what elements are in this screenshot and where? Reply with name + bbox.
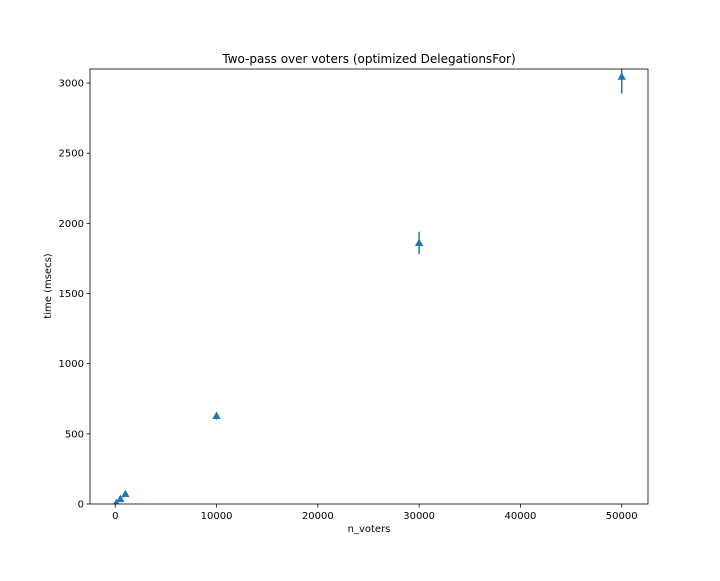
y-axis-label: time (msecs) [43, 253, 54, 318]
x-tick-label: 40000 [505, 511, 537, 522]
x-tick-label: 50000 [606, 511, 638, 522]
data-point [212, 411, 221, 420]
y-tick-label: 2000 [59, 219, 84, 230]
y-tick-label: 0 [78, 500, 84, 511]
data-points [113, 69, 626, 504]
y-tick-label: 1500 [59, 289, 84, 300]
plot-frame [89, 68, 649, 505]
y-tick-label: 500 [65, 429, 84, 440]
data-point [116, 494, 125, 503]
y-tick-label: 3000 [59, 79, 84, 90]
y-tick-label: 2500 [59, 149, 84, 160]
data-point [121, 489, 130, 498]
data-point [414, 238, 424, 246]
x-tick-label: 20000 [302, 511, 334, 522]
x-tick-label: 0 [112, 511, 118, 522]
chart-title: Two-pass over voters (optimized Delegati… [221, 52, 515, 66]
data-point [113, 498, 120, 504]
x-tick-label: 10000 [201, 511, 233, 522]
x-axis-label: n_voters [348, 524, 391, 535]
data-point [617, 72, 626, 80]
y-tick-label: 1000 [59, 359, 84, 370]
x-tick-label: 30000 [403, 511, 435, 522]
